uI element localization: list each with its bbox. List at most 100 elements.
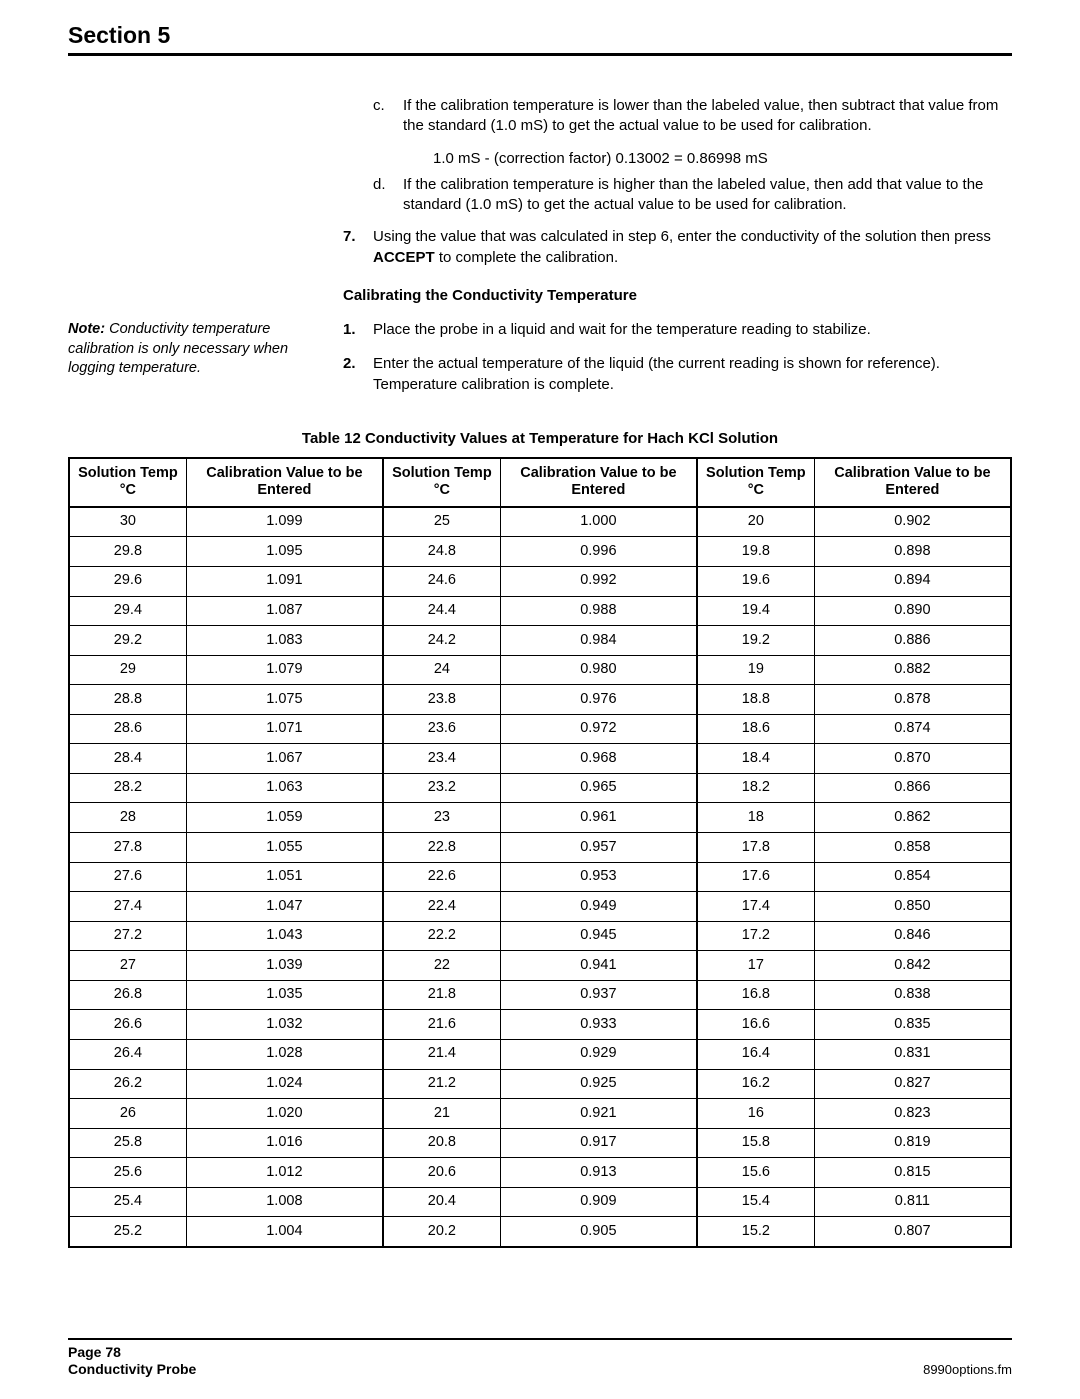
table-cell: 24 [383, 655, 500, 685]
table-cell: 19.2 [697, 626, 814, 656]
table-cell: 1.016 [186, 1128, 383, 1158]
table-cell: 0.870 [814, 744, 1011, 774]
table-cell: 0.819 [814, 1128, 1011, 1158]
sub-heading: Calibrating the Conductivity Temperature [343, 286, 1012, 306]
table-cell: 26.4 [69, 1039, 186, 1069]
list-marker: 7. [343, 227, 373, 268]
table-cell: 0.878 [814, 685, 1011, 715]
table-cell: 23 [383, 803, 500, 833]
table-cell: 26.6 [69, 1010, 186, 1040]
table-cell: 20.8 [383, 1128, 500, 1158]
table-cell: 1.059 [186, 803, 383, 833]
list-item-d: d. If the calibration temperature is hig… [373, 175, 1012, 216]
table-row: 29.61.09124.60.99219.60.894 [69, 566, 1011, 596]
table-row: 25.21.00420.20.90515.20.807 [69, 1217, 1011, 1247]
table-cell: 0.921 [500, 1099, 697, 1129]
table-cell: 0.898 [814, 537, 1011, 567]
table-cell: 23.4 [383, 744, 500, 774]
table-cell: 27.6 [69, 862, 186, 892]
table-row: 29.21.08324.20.98419.20.886 [69, 626, 1011, 656]
table-row: 281.059230.961180.862 [69, 803, 1011, 833]
table-cell: 0.902 [814, 507, 1011, 537]
table-row: 27.21.04322.20.94517.20.846 [69, 921, 1011, 951]
table-cell: 0.988 [500, 596, 697, 626]
table-row: 29.81.09524.80.99619.80.898 [69, 537, 1011, 567]
table-cell: 27.2 [69, 921, 186, 951]
table-cell: 22.6 [383, 862, 500, 892]
table-row: 29.41.08724.40.98819.40.890 [69, 596, 1011, 626]
list-body: If the calibration temperature is lower … [403, 96, 1012, 137]
table-cell: 21.6 [383, 1010, 500, 1040]
table-cell: 0.886 [814, 626, 1011, 656]
table-cell: 17.8 [697, 833, 814, 863]
table-cell: 0.996 [500, 537, 697, 567]
table-cell: 1.095 [186, 537, 383, 567]
table-cell: 15.2 [697, 1217, 814, 1247]
table-cell: 1.087 [186, 596, 383, 626]
table-cell: 0.905 [500, 1217, 697, 1247]
table-cell: 1.063 [186, 773, 383, 803]
table-cell: 1.055 [186, 833, 383, 863]
table-cell: 0.972 [500, 714, 697, 744]
table-cell: 20.2 [383, 1217, 500, 1247]
list-body: Enter the actual temperature of the liqu… [373, 354, 1012, 395]
list-marker: 1. [343, 320, 373, 340]
table-cell: 29.2 [69, 626, 186, 656]
page-footer: Page 78 Conductivity Probe 8990options.f… [68, 1338, 1012, 1379]
table-cell: 0.953 [500, 862, 697, 892]
table-cell: 0.815 [814, 1158, 1011, 1188]
table-cell: 24.6 [383, 566, 500, 596]
table-cell: 0.854 [814, 862, 1011, 892]
table-row: 28.81.07523.80.97618.80.878 [69, 685, 1011, 715]
table-cell: 18.4 [697, 744, 814, 774]
table-cell: 19.6 [697, 566, 814, 596]
col-header-temp: Solution Temp °C [69, 458, 186, 507]
table-row: 26.21.02421.20.92516.20.827 [69, 1069, 1011, 1099]
table-cell: 16.2 [697, 1069, 814, 1099]
table-cell: 19.4 [697, 596, 814, 626]
table-cell: 23.8 [383, 685, 500, 715]
table-cell: 28.4 [69, 744, 186, 774]
table-cell: 17.4 [697, 892, 814, 922]
table-cell: 1.047 [186, 892, 383, 922]
table-cell: 1.099 [186, 507, 383, 537]
table-cell: 25.6 [69, 1158, 186, 1188]
footer-filename: 8990options.fm [923, 1361, 1012, 1379]
table-caption: Table 12 Conductivity Values at Temperat… [68, 429, 1012, 449]
table-cell: 27.4 [69, 892, 186, 922]
table-cell: 29.4 [69, 596, 186, 626]
table-cell: 20.4 [383, 1187, 500, 1217]
table-cell: 0.984 [500, 626, 697, 656]
list-body: Using the value that was calculated in s… [373, 227, 1012, 268]
table-row: 26.61.03221.60.93316.60.835 [69, 1010, 1011, 1040]
table-cell: 1.032 [186, 1010, 383, 1040]
list-body: Place the probe in a liquid and wait for… [373, 320, 1012, 340]
list-item-2: 2. Enter the actual temperature of the l… [343, 354, 1012, 395]
list-item-c: c. If the calibration temperature is low… [373, 96, 1012, 137]
list-item-1: 1. Place the probe in a liquid and wait … [343, 320, 1012, 340]
table-cell: 26 [69, 1099, 186, 1129]
table-row: 271.039220.941170.842 [69, 951, 1011, 981]
table-cell: 22 [383, 951, 500, 981]
table-cell: 1.012 [186, 1158, 383, 1188]
table-cell: 0.882 [814, 655, 1011, 685]
table-row: 26.81.03521.80.93716.80.838 [69, 980, 1011, 1010]
table-cell: 0.941 [500, 951, 697, 981]
table-cell: 23.2 [383, 773, 500, 803]
list-marker: 2. [343, 354, 373, 395]
table-row: 28.21.06323.20.96518.20.866 [69, 773, 1011, 803]
table-cell: 1.008 [186, 1187, 383, 1217]
table-cell: 27.8 [69, 833, 186, 863]
table-cell: 0.890 [814, 596, 1011, 626]
table-cell: 26.2 [69, 1069, 186, 1099]
table-cell: 0.866 [814, 773, 1011, 803]
footer-title: Conductivity Probe [68, 1361, 196, 1379]
table-cell: 18.2 [697, 773, 814, 803]
table-cell: 25.2 [69, 1217, 186, 1247]
table-cell: 0.862 [814, 803, 1011, 833]
table-cell: 0.827 [814, 1069, 1011, 1099]
table-cell: 0.937 [500, 980, 697, 1010]
table-cell: 30 [69, 507, 186, 537]
table-cell: 1.028 [186, 1039, 383, 1069]
table-row: 25.61.01220.60.91315.60.815 [69, 1158, 1011, 1188]
